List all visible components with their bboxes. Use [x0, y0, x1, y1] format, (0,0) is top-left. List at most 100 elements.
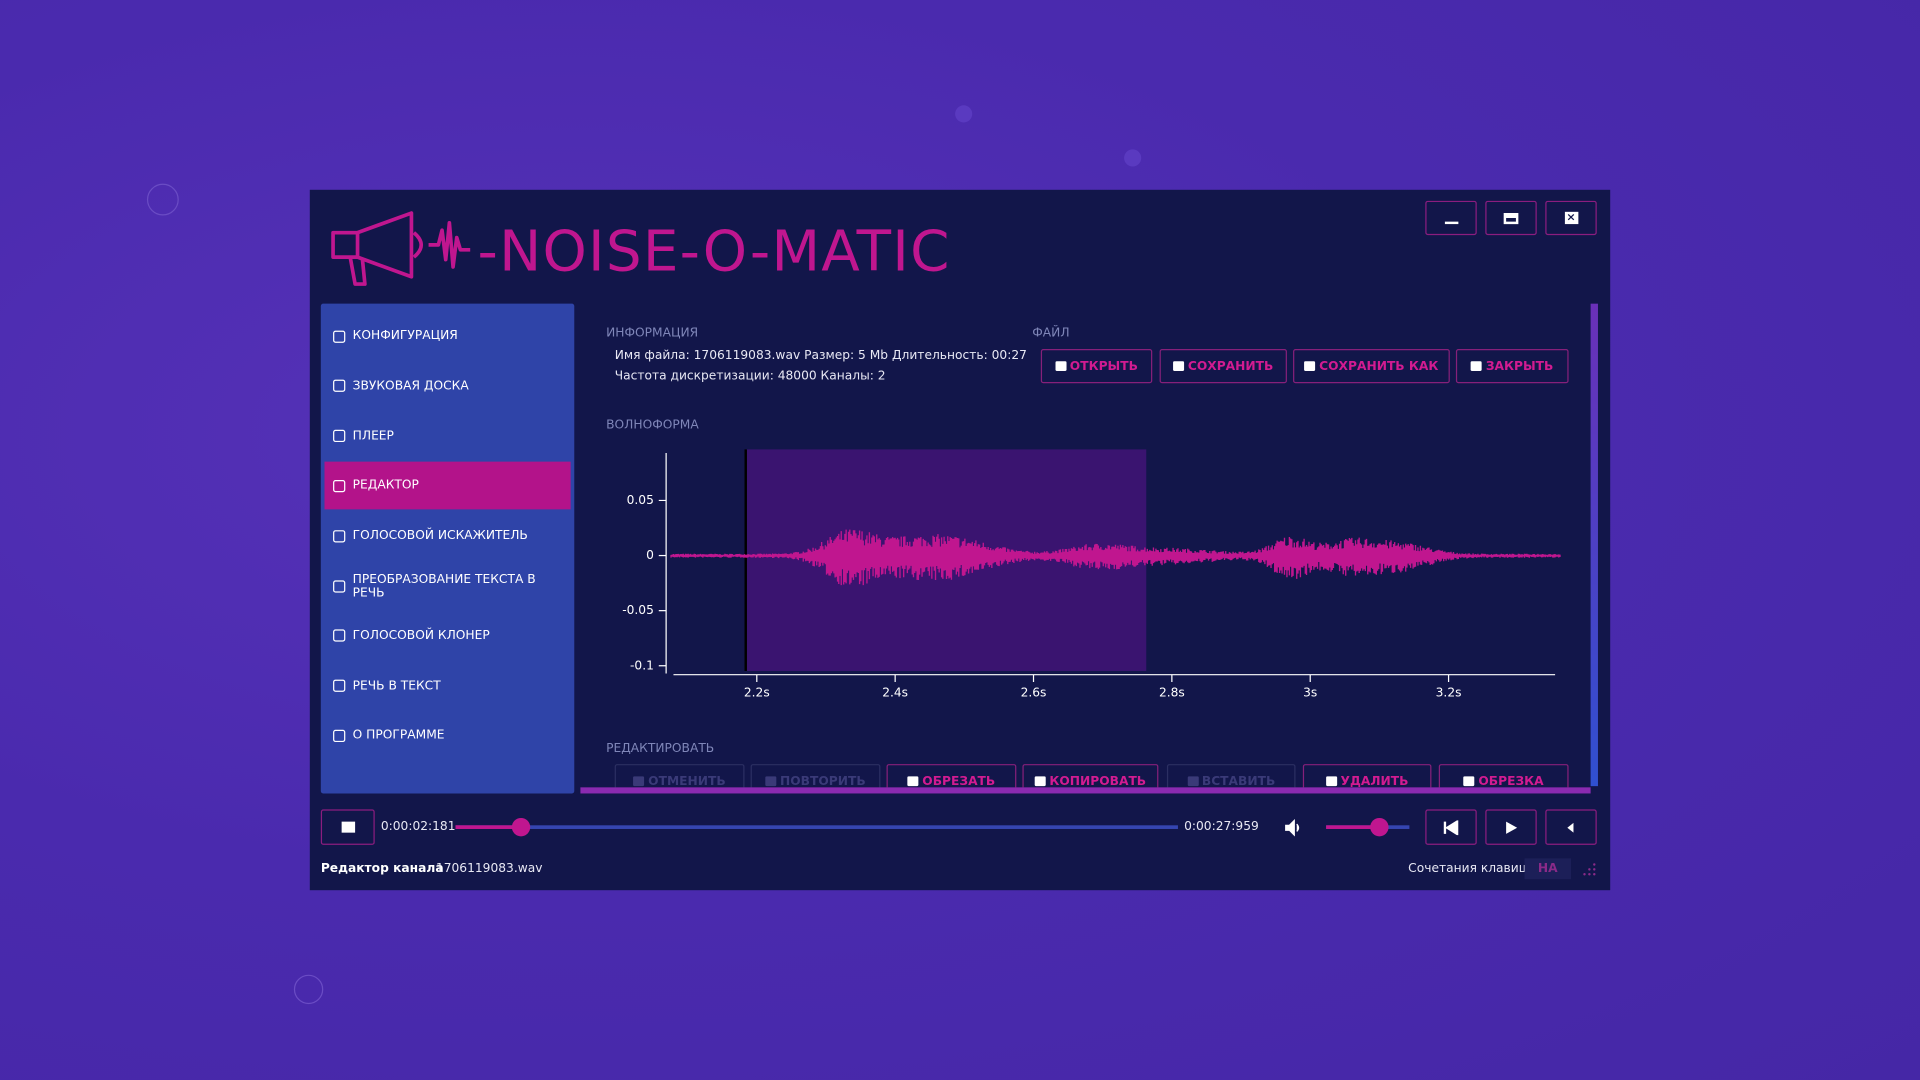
y-tick-label: 0.05 [627, 493, 654, 507]
button-label: ОБРЕЗКА [1478, 774, 1544, 788]
icon [1187, 776, 1199, 787]
volume-thumb[interactable] [1370, 817, 1389, 837]
sidebar-item[interactable]: РЕДАКТОР [324, 462, 571, 510]
seek-slider[interactable] [455, 817, 1178, 837]
sidebar-label: О ПРОГРАММЕ [352, 729, 445, 743]
minimize-button[interactable] [1425, 200, 1477, 236]
sidebar-item[interactable]: КОНФИГУРАЦИЯ [324, 312, 570, 360]
edit-button[interactable]: КОПИРОВАТЬ [1022, 764, 1159, 788]
logo-icon [331, 211, 471, 286]
total-time: 0:00:27:959 [1184, 820, 1259, 834]
sidebar-item[interactable]: ЗВУКОВАЯ ДОСКА [324, 362, 570, 410]
x-tick-label: 2.6s [1021, 686, 1047, 700]
volume-fill [1326, 825, 1379, 829]
icon [1443, 819, 1459, 835]
resize-grip [1583, 863, 1596, 876]
y-tick-label: -0.05 [622, 603, 654, 617]
bg-dot [955, 105, 973, 123]
file-button[interactable]: ОТКРЫТЬ [1040, 348, 1153, 384]
edit-button: ОТМЕНИТЬ [614, 764, 745, 788]
section-label: ФАЙЛ [1032, 326, 1070, 341]
section-label: РЕДАКТИРОВАТЬ [606, 742, 715, 756]
expand-button[interactable] [320, 809, 375, 845]
y-tick-label: -0.1 [630, 658, 654, 672]
close-button[interactable]: × [1545, 200, 1597, 236]
edit-button[interactable]: ОБРЕЗАТЬ [886, 764, 1017, 788]
button-label: ОБРЕЗАТЬ [922, 774, 996, 788]
button-label: СОХРАНИТЬ КАК [1319, 359, 1439, 373]
icon [1463, 776, 1475, 787]
file-button[interactable]: СОХРАНИТЬ [1159, 348, 1287, 384]
status-label: Редактор канала [320, 862, 444, 876]
bg-dot [1124, 149, 1142, 167]
icon [333, 729, 346, 742]
section-label: ВОЛНОФОРМА [606, 418, 699, 433]
icon [1325, 776, 1337, 787]
app-title: NOISE-O-MATIC [499, 217, 951, 285]
icon [333, 330, 346, 343]
file-button[interactable]: СОХРАНИТЬ КАК [1293, 348, 1450, 384]
icon [333, 529, 346, 543]
edit-button: ВСТАВИТЬ [1166, 764, 1296, 788]
file-button[interactable]: ЗАКРЫТЬ [1455, 348, 1569, 384]
status-file: 1706119083.wav [435, 862, 543, 876]
sidebar: КОНФИГУРАЦИЯ ЗВУКОВАЯ ДОСКА ПЛЕЕР РЕДАКТОР Г… [320, 303, 575, 794]
back-button[interactable] [1545, 809, 1597, 845]
sidebar-item[interactable]: ПРЕОБРАЗОВАНИЕ ТЕКСТА В РЕЧЬ [324, 562, 570, 610]
sidebar-item[interactable]: ПЛЕЕР [324, 412, 570, 460]
edit-clip: ОТМЕНИТЬ ПОВТОРИТЬ ОБРЕЗАТЬ КОПИРОВАТЬ ВСТАВ… [580, 759, 1590, 788]
volume-icon[interactable] [1284, 819, 1301, 837]
sidebar-item[interactable]: О ПРОГРАММЕ [324, 712, 570, 760]
bg-circle [293, 974, 324, 1005]
icon [1444, 221, 1458, 225]
icon [1567, 822, 1574, 833]
edit-button: ПОВТОРИТЬ [750, 764, 881, 788]
sidebar-label: ПЛЕЕР [352, 429, 394, 443]
section-label: ИНФОРМАЦИЯ [606, 326, 699, 341]
sidebar-label: РЕДАКТОР [352, 479, 419, 493]
sidebar-label: ГОЛОСОВОЙ ИСКАЖИТЕЛЬ [352, 529, 528, 543]
icon [1173, 361, 1185, 372]
icon [333, 579, 346, 593]
button-label: ОТКРЫТЬ [1069, 359, 1138, 373]
current-time: 0:00:02:181 [380, 820, 456, 834]
seek-thumb[interactable] [511, 817, 531, 837]
edit-buttons: ОТМЕНИТЬ ПОВТОРИТЬ ОБРЕЗАТЬ КОПИРОВАТЬ ВСТАВ… [580, 759, 1590, 788]
button-label: ВСТАВИТЬ [1201, 774, 1276, 788]
button-label: ОТМЕНИТЬ [648, 774, 726, 788]
edit-button[interactable]: УДАЛИТЬ [1302, 764, 1432, 788]
sidebar-label: ЗВУКОВАЯ ДОСКА [352, 379, 469, 393]
waveform-chart: 0.05 0 -0.05 -0.1 2.2s 2.4s 2.6s 2.8s 3s 3.2s [622, 449, 1561, 700]
info-line: Имя файла: 1706119083.wav Размер: 5 Mb Д… [614, 348, 1027, 363]
x-tick-label: 2.8s [1159, 686, 1185, 700]
x-tick-label: 2.4s [882, 686, 908, 700]
h-scrollbar[interactable] [580, 787, 1591, 794]
previous-button[interactable] [1425, 809, 1477, 845]
x-tick-label: 3.2s [1436, 686, 1462, 700]
sidebar-item[interactable]: ГОЛОСОВОЙ КЛОНЕР [324, 612, 570, 660]
info-line: Частота дискретизации: 48000 Каналы: 2 [614, 369, 886, 384]
button-label: СОХРАНИТЬ [1187, 359, 1274, 373]
button-label: УДАЛИТЬ [1340, 774, 1409, 788]
icon [765, 776, 777, 787]
icon [1304, 361, 1316, 372]
icon [333, 629, 346, 642]
icon [1506, 821, 1518, 834]
v-scrollbar[interactable] [1590, 303, 1598, 787]
volume-slider[interactable] [1326, 817, 1410, 837]
x-tick-label: 2.2s [744, 686, 770, 700]
button-label: ПОВТОРИТЬ [780, 774, 866, 788]
shortcuts-toggle[interactable]: НА [1524, 858, 1572, 880]
sidebar-item[interactable]: ГОЛОСОВОЙ ИСКАЖИТЕЛЬ [324, 512, 570, 560]
sidebar-label: ПРЕОБРАЗОВАНИЕ ТЕКСТА В РЕЧЬ [352, 572, 536, 600]
y-tick-label: 0 [646, 548, 654, 562]
icon [1503, 212, 1519, 224]
play-button[interactable] [1485, 809, 1537, 845]
edit-button[interactable]: ОБРЕЗКА [1438, 764, 1569, 788]
sidebar-item[interactable]: РЕЧЬ В ТЕКСТ [324, 662, 570, 710]
maximize-button[interactable] [1485, 200, 1537, 236]
icon [333, 429, 346, 443]
icon [1034, 776, 1046, 787]
